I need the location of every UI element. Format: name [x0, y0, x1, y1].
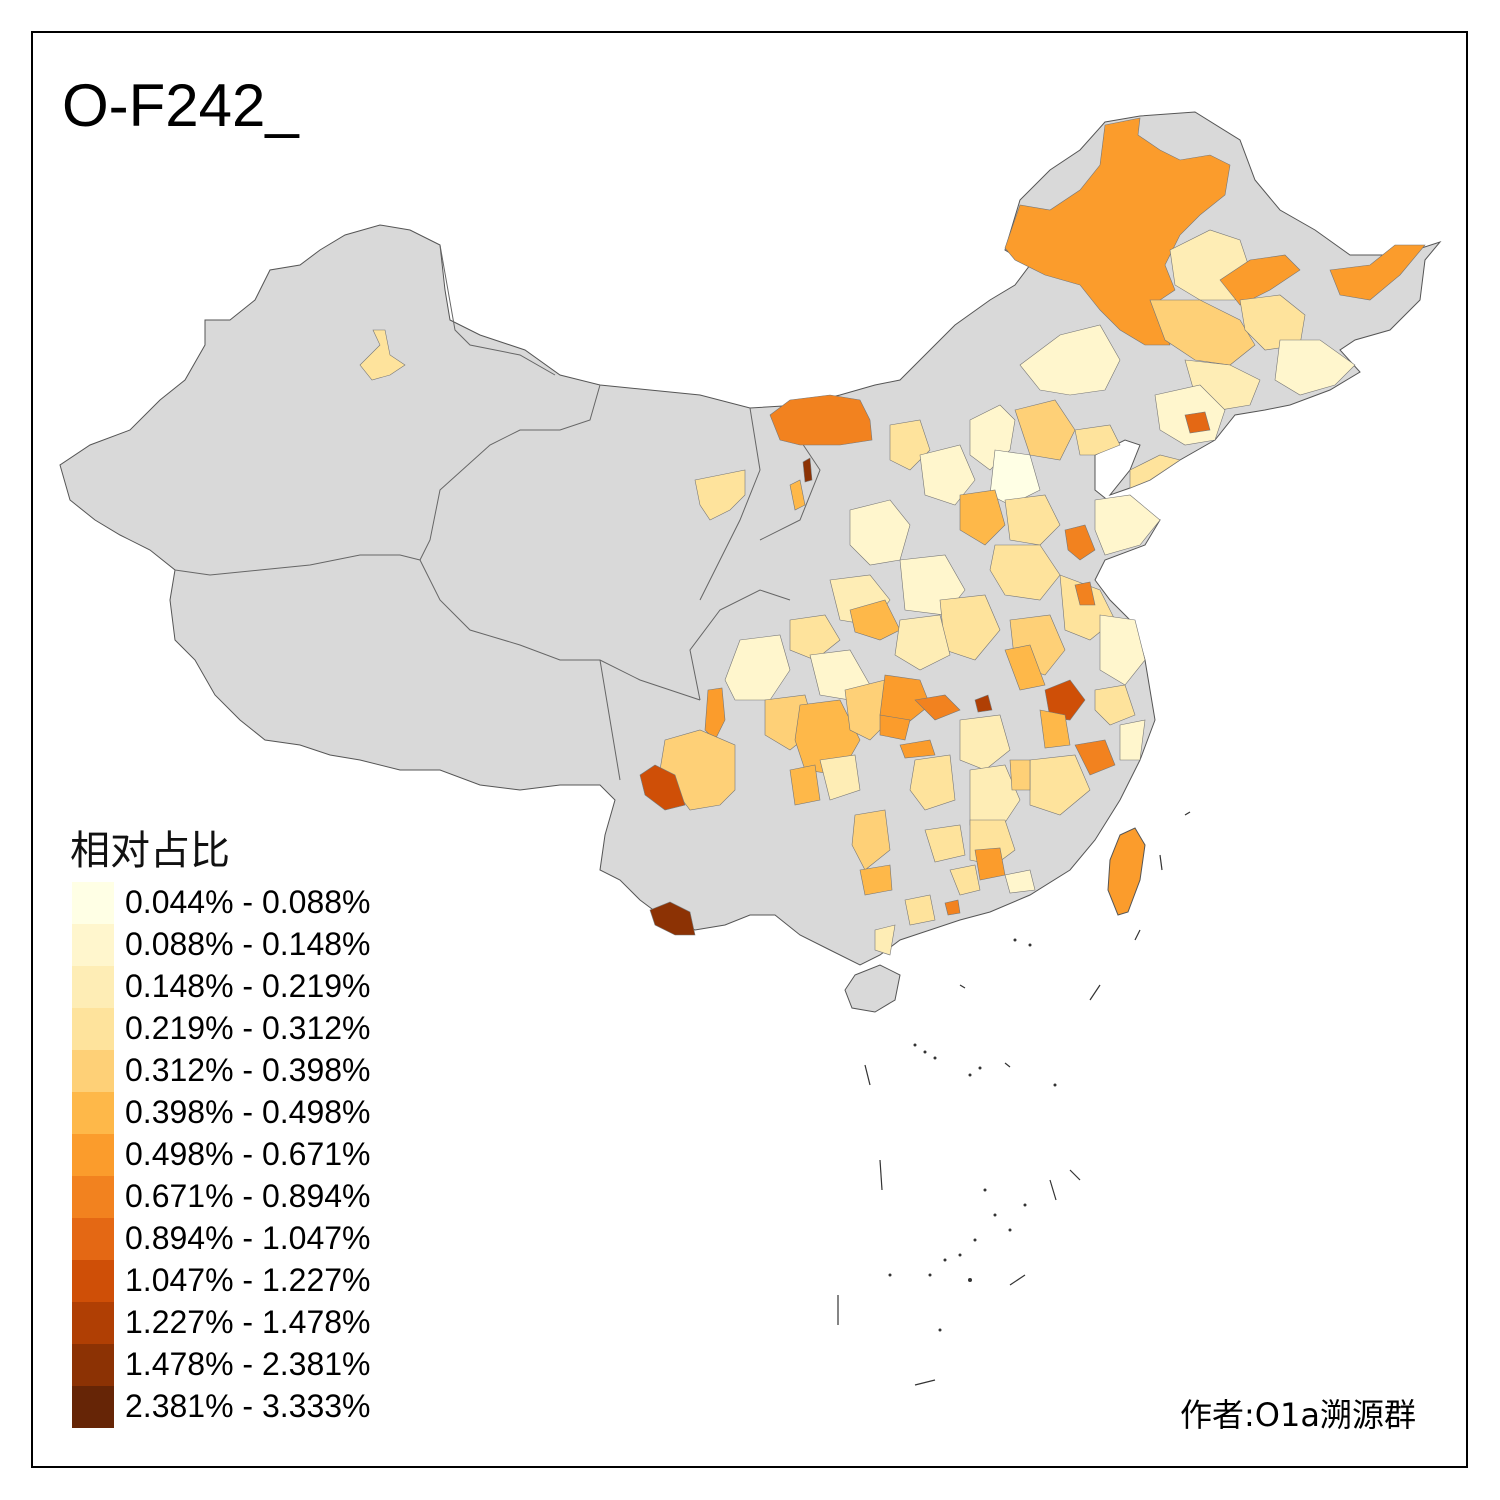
legend-swatch: [72, 1218, 114, 1260]
legend-swatch: [72, 1008, 114, 1050]
legend-label: 0.148% - 0.219%: [125, 968, 371, 1004]
legend-label: 0.044% - 0.088%: [125, 884, 371, 920]
legend-swatch: [72, 924, 114, 966]
region-fills: [359, 117, 1426, 956]
legend-label: 2.381% - 3.333%: [125, 1388, 371, 1424]
legend-swatch: [72, 1176, 114, 1218]
legend-swatch: [72, 1344, 114, 1386]
legend-label: 0.088% - 0.148%: [125, 926, 371, 962]
legend-title: 相对占比: [70, 828, 230, 874]
legend-swatch: [72, 1260, 114, 1302]
hainan-island: [844, 964, 901, 1013]
legend-swatch: [72, 966, 114, 1008]
legend-label: 1.227% - 1.478%: [125, 1304, 371, 1340]
legend-label: 0.219% - 0.312%: [125, 1010, 371, 1046]
legend-label: 0.312% - 0.398%: [125, 1052, 371, 1088]
legend-swatch: [72, 1134, 114, 1176]
legend-swatch: [72, 1050, 114, 1092]
legend-label: 0.398% - 0.498%: [125, 1094, 371, 1130]
author-credit: 作者:O1a溯源群: [1180, 1396, 1416, 1434]
island-dots: [888, 938, 1057, 1332]
legend-swatch: [72, 1386, 114, 1428]
legend-swatch: [72, 882, 114, 924]
legend-swatch: [72, 1302, 114, 1344]
province-borders: [174, 244, 821, 781]
legend-label: 1.478% - 2.381%: [125, 1346, 371, 1382]
taiwan-island: [1107, 827, 1146, 916]
legend-label: 1.047% - 1.227%: [125, 1262, 371, 1298]
legend-swatch: [72, 1092, 114, 1134]
south-sea-islands: [837, 811, 1191, 1386]
legend-label: 0.894% - 1.047%: [125, 1220, 371, 1256]
map-frame: [31, 31, 1468, 1468]
legend-label: 0.671% - 0.894%: [125, 1178, 371, 1214]
legend-label: 0.498% - 0.671%: [125, 1136, 371, 1172]
map-title: O-F242_: [62, 72, 299, 139]
